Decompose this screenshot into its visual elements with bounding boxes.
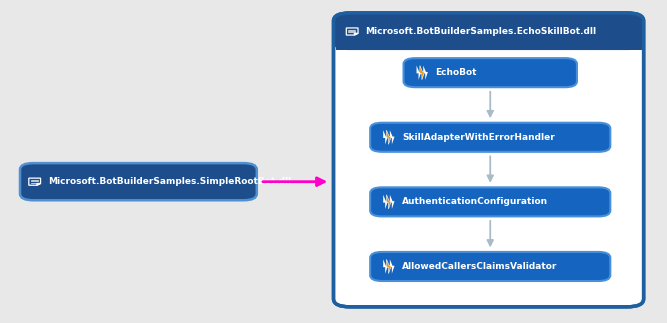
Polygon shape xyxy=(390,259,394,274)
Polygon shape xyxy=(420,66,424,80)
Polygon shape xyxy=(383,130,388,144)
Polygon shape xyxy=(416,66,422,80)
Text: Microsoft.BotBuilderSamples.EchoSkillBot.dll: Microsoft.BotBuilderSamples.EchoSkillBot… xyxy=(366,27,597,36)
FancyBboxPatch shape xyxy=(370,252,610,281)
FancyBboxPatch shape xyxy=(336,30,642,50)
Polygon shape xyxy=(387,195,391,209)
Polygon shape xyxy=(387,130,391,144)
Text: SkillAdapterWithErrorHandler: SkillAdapterWithErrorHandler xyxy=(402,133,555,142)
FancyBboxPatch shape xyxy=(334,13,644,307)
Polygon shape xyxy=(383,259,388,274)
FancyBboxPatch shape xyxy=(370,123,610,152)
Text: AllowedCallersClaimsValidator: AllowedCallersClaimsValidator xyxy=(402,262,558,271)
Text: Microsoft.BotBuilderSamples.SimpleRootBot.dll: Microsoft.BotBuilderSamples.SimpleRootBo… xyxy=(48,177,291,186)
FancyBboxPatch shape xyxy=(334,13,644,50)
FancyBboxPatch shape xyxy=(404,58,577,87)
Polygon shape xyxy=(383,195,388,209)
FancyBboxPatch shape xyxy=(370,187,610,216)
Polygon shape xyxy=(390,130,394,144)
Polygon shape xyxy=(424,66,428,80)
Text: EchoBot: EchoBot xyxy=(436,68,477,77)
Text: AuthenticationConfiguration: AuthenticationConfiguration xyxy=(402,197,548,206)
Polygon shape xyxy=(387,259,391,274)
Polygon shape xyxy=(390,195,394,209)
FancyBboxPatch shape xyxy=(20,163,257,200)
